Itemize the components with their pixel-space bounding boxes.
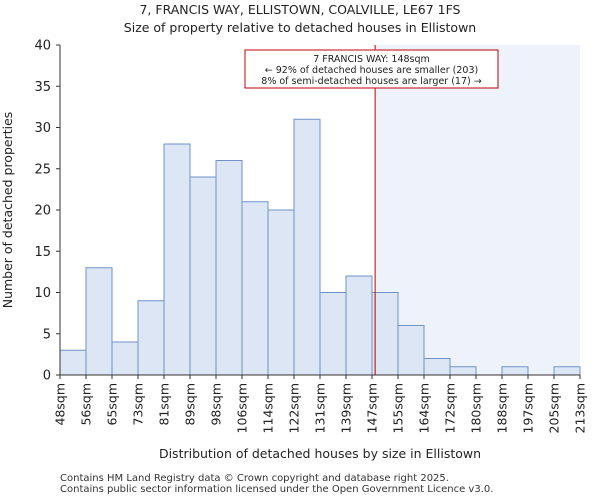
bar-56sqm [85, 267, 113, 376]
x-tick-label: 89sqm [183, 383, 198, 426]
x-tick-label: 164sqm [417, 383, 432, 433]
y-tick-label: 5 [43, 327, 51, 342]
x-tick-label: 197sqm [521, 383, 536, 433]
x-tick-label: 155sqm [391, 383, 406, 433]
x-tick-label: 122sqm [287, 383, 302, 433]
bar-89sqm [189, 176, 217, 376]
bar-122sqm [293, 118, 321, 376]
bar-131sqm [319, 292, 347, 376]
y-tick-label: 40 [34, 39, 51, 54]
x-tick-label: 81sqm [157, 383, 172, 426]
y-tick-label: 25 [34, 162, 51, 177]
x-tick-label: 98sqm [209, 383, 224, 426]
bars-group [59, 118, 581, 376]
x-tick-label: 65sqm [105, 383, 120, 426]
bar-147sqm [371, 292, 399, 376]
bar-164sqm [423, 358, 451, 376]
bar-98sqm [215, 160, 243, 376]
footer-line-2: Contains public sector information licen… [60, 484, 494, 495]
bar-48sqm [59, 349, 87, 376]
y-axis: 0 5 10 15 20 25 30 35 40 [34, 39, 61, 384]
bar-114sqm [267, 209, 295, 376]
bar-155sqm [397, 325, 425, 376]
footer-line-1: Contains HM Land Registry data © Crown c… [60, 473, 449, 484]
annotation-box [244, 49, 499, 89]
bar-188sqm [501, 366, 529, 376]
y-tick-label: 20 [34, 204, 51, 219]
x-tick-label: 180sqm [469, 383, 484, 433]
bar-73sqm [137, 300, 165, 376]
x-tick-label: 205sqm [547, 383, 562, 433]
x-axis: 48sqm 56sqm 65sqm 73sqm 81sqm 89sqm 98sqm 106sq… [53, 374, 588, 433]
annotation-line-1: 7 FRANCIS WAY: 148sqm [313, 54, 430, 65]
x-tick-label: 48sqm [53, 383, 68, 426]
x-tick-label: 114sqm [261, 383, 276, 433]
x-tick-label: 56sqm [79, 383, 94, 426]
x-tick-label: 147sqm [365, 383, 380, 433]
bar-205sqm [553, 366, 581, 376]
y-tick-label: 10 [34, 286, 51, 301]
bar-139sqm [345, 275, 373, 376]
y-tick-label: 35 [34, 80, 51, 95]
bar-65sqm [111, 341, 139, 376]
highlight-region [375, 45, 580, 375]
chart-title: 7, FRANCIS WAY, ELLISTOWN, COALVILLE, LE… [139, 2, 461, 17]
x-tick-label: 106sqm [235, 383, 250, 433]
bar-106sqm [241, 201, 269, 376]
y-tick-label: 15 [34, 245, 51, 260]
x-tick-label: 188sqm [495, 383, 510, 433]
annotation-line-3: 8% of semi-detached houses are larger (1… [261, 76, 481, 87]
x-tick-label: 131sqm [313, 383, 328, 433]
y-axis-label: Number of detached properties [0, 112, 15, 309]
bar-81sqm [163, 143, 191, 376]
x-tick-label: 73sqm [131, 383, 146, 426]
annotation-line-2: ← 92% of detached houses are smaller (20… [265, 65, 478, 76]
x-tick-label: 172sqm [443, 383, 458, 433]
x-tick-label: 139sqm [339, 383, 354, 433]
bar-172sqm [449, 366, 477, 376]
y-tick-label: 0 [43, 369, 51, 384]
x-axis-label: Distribution of detached houses by size … [159, 446, 481, 461]
x-tick-label: 213sqm [573, 383, 588, 433]
chart-subtitle: Size of property relative to detached ho… [123, 20, 477, 35]
y-tick-label: 30 [34, 121, 51, 136]
